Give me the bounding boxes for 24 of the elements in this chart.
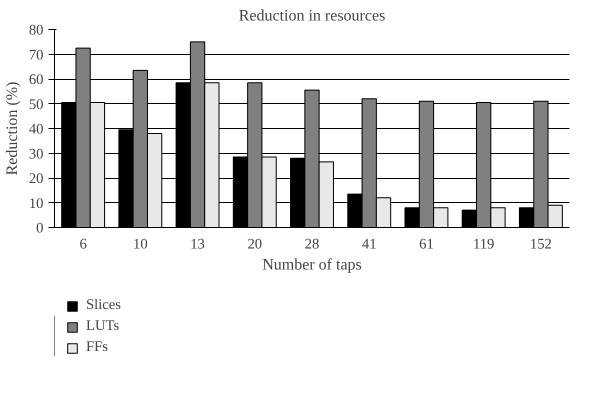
x-tick-label: 20 [247, 236, 262, 252]
chart-title: Reduction in resources [238, 8, 386, 24]
y-tick-label: 10 [28, 196, 44, 212]
y-tick-label: 0 [36, 220, 44, 236]
legend-label: LUTs [86, 318, 120, 335]
y-tick-label: 40 [28, 122, 44, 138]
y-tick-label: 80 [28, 22, 44, 38]
x-tick-label: 28 [304, 236, 320, 252]
y-tick-label: 20 [28, 171, 44, 187]
x-tick-label: 41 [362, 236, 377, 252]
x-tick-label: 152 [530, 236, 552, 252]
x-tick-label: 61 [419, 236, 434, 252]
x-axis-title: Number of taps [262, 256, 362, 274]
x-tick-label: 10 [133, 236, 148, 252]
y-tick-label: 70 [28, 47, 44, 64]
y-axis-title: Reduction (%) [4, 82, 21, 176]
x-tick-label: 119 [472, 236, 494, 252]
legend-label: FFs [86, 339, 108, 356]
y-tick-label: 60 [28, 72, 44, 88]
x-tick-label: 6 [79, 236, 87, 252]
y-tick-label: 50 [28, 96, 44, 113]
x-tick-label: 13 [190, 236, 205, 252]
legend-label: Slices [86, 297, 122, 314]
y-tick-label: 30 [28, 146, 44, 162]
